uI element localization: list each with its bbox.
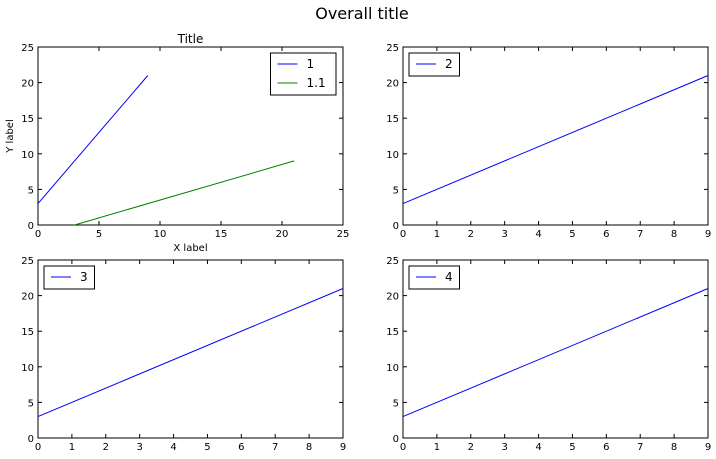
x-tick-label: 3 (136, 442, 142, 453)
x-tick-label: 5 (204, 442, 210, 453)
y-tick-label: 25 (21, 43, 34, 54)
x-tick-label: 25 (337, 229, 350, 240)
y-tick-label: 0 (393, 221, 399, 232)
x-tick-label: 2 (468, 442, 474, 453)
y-tick-label: 5 (393, 398, 399, 409)
y-tick-label: 15 (386, 327, 399, 338)
plot-frame (402, 259, 709, 439)
x-tick-label: 6 (238, 442, 244, 453)
y-tick-label: 5 (28, 398, 34, 409)
x-tick-label: 5 (569, 229, 575, 240)
legend-box (270, 52, 337, 96)
x-tick-label: 0 (400, 229, 406, 240)
y-tick-label: 0 (28, 434, 34, 445)
series-line-1.1 (74, 160, 295, 226)
y-tick-label: 25 (21, 256, 34, 267)
legend-label-1: 1 (307, 57, 315, 71)
legend: 3 (43, 265, 95, 290)
legend: 11.1 (270, 52, 337, 96)
x-tick-label: 9 (340, 442, 346, 453)
y-tick-label: 20 (386, 79, 399, 90)
x-tick-label: 2 (103, 442, 109, 453)
series-line-2 (402, 75, 709, 205)
y-axis-label: Y label (5, 119, 16, 153)
x-tick-label: 4 (170, 442, 176, 453)
subplot-3: 0 1 2 3 4 5 6 7 8 9 0 5 10 15 20 25 3 (21, 256, 346, 453)
y-tick-label: 20 (386, 292, 399, 303)
legend-label-2: 2 (445, 57, 453, 71)
x-tick-label: 5 (96, 229, 102, 240)
x-tick-label: 1 (69, 442, 75, 453)
series-line-1 (37, 75, 149, 204)
x-tick-label: 6 (603, 229, 609, 240)
y-tick-label: 15 (386, 114, 399, 125)
y-tick-label: 25 (386, 256, 399, 267)
legend-label-3: 3 (80, 270, 88, 284)
x-tick-label: 8 (306, 442, 312, 453)
legend: 2 (408, 52, 460, 77)
y-tick-label: 15 (21, 327, 34, 338)
subplot-4: 0 1 2 3 4 5 6 7 8 9 0 5 10 15 20 25 4 (386, 256, 711, 453)
x-tick-label: 8 (671, 442, 677, 453)
y-tick-label: 5 (28, 185, 34, 196)
plot-frame (37, 259, 344, 439)
y-tick-label: 10 (21, 363, 34, 374)
x-tick-label: 4 (535, 442, 541, 453)
y-tick-label: 20 (21, 79, 34, 90)
plot-frame (402, 46, 709, 226)
x-tick-label: 6 (603, 442, 609, 453)
y-tick-label: 15 (21, 114, 34, 125)
series-line-3 (37, 288, 344, 418)
y-tick-label: 0 (28, 221, 34, 232)
y-tick-label: 0 (393, 434, 399, 445)
x-tick-label: 2 (468, 229, 474, 240)
series-line-4 (402, 288, 709, 418)
x-tick-label: 9 (705, 442, 711, 453)
plot-frame (37, 46, 344, 226)
y-tick-label: 5 (393, 185, 399, 196)
x-tick-label: 7 (272, 442, 278, 453)
legend: 4 (408, 265, 460, 290)
x-tick-label: 10 (154, 229, 167, 240)
x-axis-label: X label (173, 243, 207, 254)
legend-label-1.1: 1.1 (307, 76, 326, 90)
x-tick-label: 9 (705, 229, 711, 240)
x-tick-label: 7 (637, 229, 643, 240)
x-tick-label: 0 (400, 442, 406, 453)
subplot-2: 0 1 2 3 4 5 6 7 8 9 0 5 10 15 20 25 2 (386, 43, 711, 240)
x-tick-label: 4 (535, 229, 541, 240)
x-tick-label: 20 (276, 229, 289, 240)
figure-title: Overall title (315, 4, 409, 23)
subplot-1: 0 5 10 15 20 25 0 5 10 15 20 25 Title X label Y label 1… (5, 32, 349, 254)
x-tick-label: 5 (569, 442, 575, 453)
y-tick-label: 20 (21, 292, 34, 303)
x-tick-label: 0 (35, 229, 41, 240)
x-tick-label: 7 (637, 442, 643, 453)
x-tick-label: 1 (434, 229, 440, 240)
x-tick-label: 3 (501, 442, 507, 453)
x-tick-label: 0 (35, 442, 41, 453)
y-tick-label: 10 (386, 150, 399, 161)
subplot-title: Title (177, 32, 204, 46)
y-tick-label: 10 (386, 363, 399, 374)
legend-label-4: 4 (445, 270, 453, 284)
x-tick-label: 1 (434, 442, 440, 453)
x-tick-label: 3 (501, 229, 507, 240)
x-tick-label: 8 (671, 229, 677, 240)
x-tick-label: 15 (215, 229, 228, 240)
y-tick-label: 25 (386, 43, 399, 54)
y-tick-label: 10 (21, 150, 34, 161)
